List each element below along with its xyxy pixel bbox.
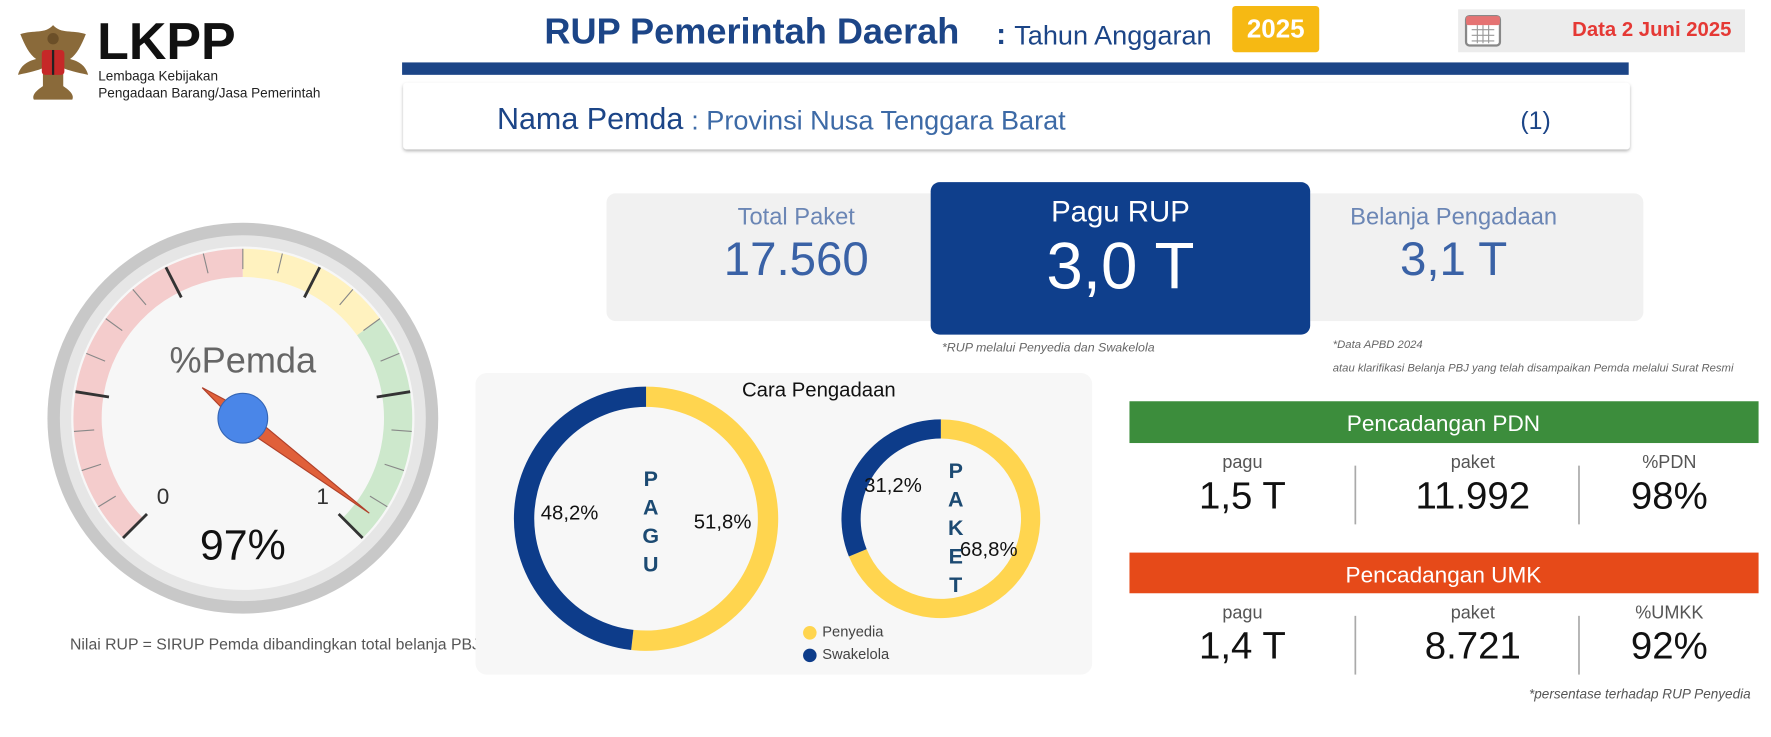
pdn-header: [1129, 401, 1759, 444]
gauge-tick: [98, 495, 117, 508]
gauge-tick: [391, 429, 412, 433]
gauge-hub: [217, 392, 269, 444]
filter-value[interactable]: : Provinsi Nusa Tenggara Barat: [691, 104, 1066, 135]
gauge-tick: [369, 495, 388, 508]
gauge-value: 97%: [200, 521, 286, 569]
gauge-band: [73, 248, 243, 538]
pemda-filter[interactable]: [403, 82, 1630, 150]
gauge-tick: [303, 266, 322, 299]
gauge-tick: [337, 513, 364, 539]
stat-value: 92%: [1631, 625, 1708, 668]
garuda-logo: [18, 25, 89, 100]
donut-value-label: 68,8%: [960, 539, 1018, 561]
stat-label: paket: [1451, 452, 1495, 472]
gauge-tick: [277, 253, 283, 274]
highlight-card: [930, 182, 1311, 335]
gauge-tick: [105, 318, 123, 332]
umk-header: [1129, 552, 1759, 594]
card-value: 17.560: [724, 233, 869, 286]
gauge-tick: [376, 390, 411, 399]
donut-segment: [631, 386, 779, 651]
card-value: 3,0 T: [1046, 230, 1194, 303]
card-label: Total Paket: [738, 205, 856, 231]
logo-subtitle: Lembaga Kebijakan: [98, 69, 218, 84]
stat-value: 8.721: [1425, 625, 1521, 668]
title-separator: :: [996, 18, 1006, 51]
umk-title: Pencadangan UMK: [1346, 562, 1542, 587]
date-box: [1458, 9, 1746, 53]
pdn-title: Pencadangan PDN: [1347, 411, 1540, 436]
gauge-band: [342, 318, 413, 538]
stat-label: pagu: [1222, 452, 1262, 472]
note: *Data APBD 2024: [1333, 339, 1423, 351]
note: atau klarifikasi Belanja PBJ yang telah …: [1333, 362, 1734, 374]
gauge-tick: [73, 429, 95, 433]
year-box: [1232, 5, 1320, 53]
gauge-tick: [164, 266, 183, 299]
gauge-tick: [75, 390, 110, 399]
stat-value: 98%: [1631, 475, 1708, 518]
stat-label: %UMKK: [1635, 602, 1703, 622]
donut-segment: [513, 386, 647, 651]
gauge-tick: [202, 253, 209, 274]
stat-value: 11.992: [1416, 475, 1531, 518]
donut-center-label: PAKET: [944, 459, 968, 602]
gauge-scale-label: 0: [157, 484, 170, 509]
gauge-title: %Pemda: [170, 339, 317, 380]
data-date: Data 2 Juni 2025: [1572, 19, 1731, 41]
stat-label: paket: [1451, 602, 1495, 622]
gauge-tick: [380, 352, 400, 362]
year[interactable]: 2025: [1247, 14, 1305, 44]
gauge-tick: [122, 513, 148, 539]
gauge-tick: [132, 289, 147, 306]
header-bar: [402, 62, 1629, 75]
card-label: Belanja Pengadaan: [1350, 205, 1557, 231]
stat-label: pagu: [1222, 602, 1262, 622]
card-value: 3,1 T: [1400, 233, 1507, 286]
panel-title: Cara Pengadaan: [742, 379, 896, 401]
donut-value-label: 51,8%: [694, 511, 752, 533]
filter-count: (1): [1520, 108, 1550, 135]
note: *persentase terhadap RUP Penyedia: [1529, 686, 1751, 701]
page-subtitle: Tahun Anggaran: [1014, 20, 1211, 51]
donut-value-label: 48,2%: [541, 503, 599, 525]
gauge-tick: [86, 352, 106, 362]
legend-swatch: [803, 626, 817, 640]
gauge-tick: [81, 463, 102, 472]
stat-value: 1,5 T: [1199, 475, 1286, 518]
gauge-tick: [363, 318, 381, 332]
stat-label: %PDN: [1642, 452, 1696, 472]
logo-title: LKPP: [97, 13, 236, 71]
legend-swatch: [803, 648, 817, 663]
gauge-tick: [384, 463, 405, 472]
note: Nilai RUP = SIRUP Pemda dibandingkan tot…: [70, 636, 480, 653]
filter-label: Nama Pemda: [497, 102, 683, 136]
donut-center-label: PAGU: [639, 467, 663, 581]
donut-value-label: 31,2%: [864, 475, 922, 497]
legend-label: Penyedia: [822, 625, 884, 641]
logo-subtitle: Pengadaan Barang/Jasa Pemerintah: [98, 86, 320, 101]
legend-label: Swakelola: [822, 647, 890, 663]
gauge-scale-label: 1: [316, 484, 329, 509]
gauge-tick: [339, 289, 354, 306]
calendar-icon: [1464, 14, 1502, 47]
card-label: Pagu RUP: [1051, 196, 1190, 229]
note: *RUP melalui Penyedia dan Swakelola: [942, 340, 1155, 354]
stat-value: 1,4 T: [1199, 625, 1286, 668]
page-title: RUP Pemerintah Daerah: [544, 11, 959, 52]
gauge-band: [242, 248, 380, 336]
donut-segment: [841, 419, 941, 557]
